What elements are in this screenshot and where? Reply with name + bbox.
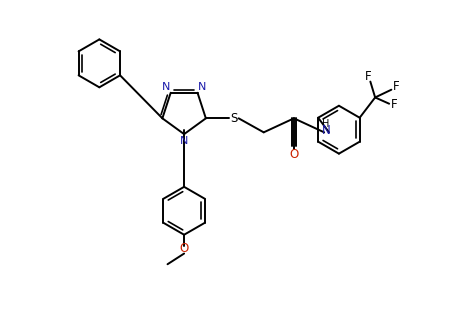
Text: F: F (391, 98, 398, 111)
Text: N: N (180, 137, 188, 146)
Text: F: F (393, 80, 400, 93)
Text: F: F (365, 70, 372, 82)
Text: O: O (289, 148, 299, 160)
Text: N: N (322, 124, 330, 137)
Text: S: S (230, 112, 237, 125)
Text: N: N (162, 82, 170, 92)
Text: O: O (179, 242, 189, 255)
Text: N: N (198, 82, 206, 92)
Text: H: H (323, 119, 330, 129)
